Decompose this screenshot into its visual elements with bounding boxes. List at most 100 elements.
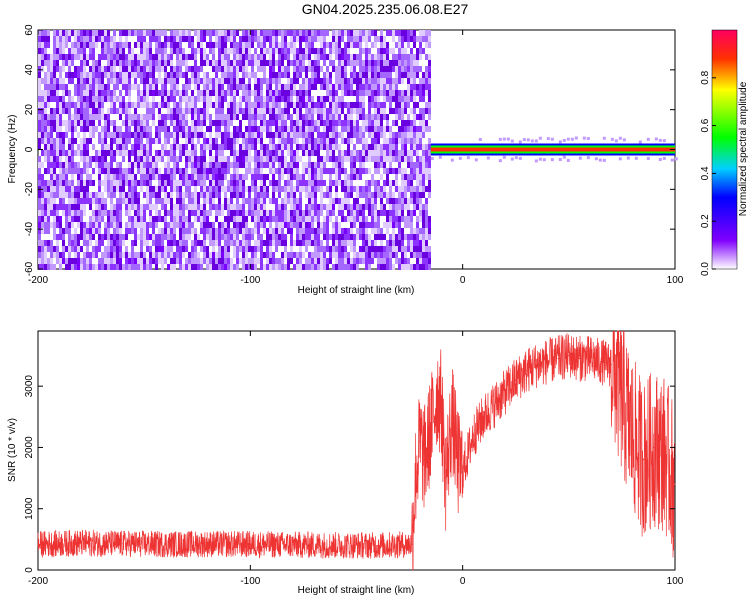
noise-cell (137, 234, 140, 240)
noise-cell (137, 216, 140, 222)
noise-cell (194, 216, 197, 222)
noise-cell (203, 48, 206, 54)
noise-cell (392, 30, 395, 36)
noise-cell (176, 216, 179, 222)
noise-cell (155, 138, 158, 144)
noise-cell (320, 132, 323, 138)
noise-cell (407, 84, 410, 90)
noise-cell (50, 138, 53, 144)
noise-cell (329, 156, 332, 162)
noise-cell (260, 222, 263, 228)
noise-cell (227, 132, 230, 138)
noise-cell (95, 78, 98, 84)
noise-cell (167, 156, 170, 162)
noise-cell (293, 36, 296, 42)
noise-cell (185, 150, 188, 156)
noise-cell (425, 168, 428, 174)
noise-cell (224, 42, 227, 48)
noise-cell (83, 48, 86, 54)
noise-cell (233, 222, 236, 228)
noise-cell (212, 78, 215, 84)
noise-cell (428, 72, 431, 78)
noise-cell (56, 252, 59, 258)
noise-cell (377, 36, 380, 42)
noise-cell (290, 114, 293, 120)
noise-cell (74, 246, 77, 252)
noise-cell (236, 90, 239, 96)
noise-cell (137, 150, 140, 156)
noise-cell (119, 42, 122, 48)
noise-cell (398, 168, 401, 174)
noise-cell (287, 174, 290, 180)
noise-cell (113, 204, 116, 210)
noise-cell (410, 90, 413, 96)
noise-cell (287, 258, 290, 264)
noise-cell (305, 264, 308, 270)
noise-cell (356, 192, 359, 198)
noise-cell (65, 216, 68, 222)
noise-cell (428, 126, 431, 132)
noise-cell (257, 126, 260, 132)
noise-cell (158, 42, 161, 48)
noise-cell (281, 174, 284, 180)
noise-cell (68, 120, 71, 126)
noise-cell (302, 96, 305, 102)
noise-cell (248, 96, 251, 102)
noise-cell (242, 228, 245, 234)
noise-cell (68, 204, 71, 210)
noise-cell (314, 216, 317, 222)
noise-cell (221, 48, 224, 54)
noise-cell (59, 198, 62, 204)
noise-cell (89, 96, 92, 102)
noise-cell (44, 84, 47, 90)
noise-cell (95, 222, 98, 228)
noise-cell (389, 162, 392, 168)
noise-cell (320, 36, 323, 42)
noise-cell (248, 114, 251, 120)
noise-cell (194, 228, 197, 234)
noise-cell (377, 84, 380, 90)
noise-cell (353, 120, 356, 126)
noise-cell (389, 168, 392, 174)
noise-cell (74, 120, 77, 126)
noise-cell (206, 246, 209, 252)
noise-cell (209, 132, 212, 138)
noise-cell (359, 216, 362, 222)
noise-cell (413, 174, 416, 180)
noise-cell (365, 246, 368, 252)
noise-cell (239, 210, 242, 216)
noise-cell (116, 78, 119, 84)
noise-cell (374, 156, 377, 162)
noise-cell (347, 126, 350, 132)
noise-cell (107, 180, 110, 186)
noise-cell (242, 222, 245, 228)
noise-cell (395, 138, 398, 144)
noise-cell (110, 132, 113, 138)
noise-cell (290, 198, 293, 204)
noise-cell (383, 150, 386, 156)
noise-cell (239, 102, 242, 108)
noise-cell (245, 228, 248, 234)
noise-cell (350, 210, 353, 216)
noise-cell (125, 144, 128, 150)
noise-cell (86, 36, 89, 42)
noise-region (38, 30, 431, 270)
noise-cell (131, 228, 134, 234)
noise-cell (77, 96, 80, 102)
noise-cell (269, 42, 272, 48)
noise-cell (380, 36, 383, 42)
noise-cell (161, 204, 164, 210)
noise-cell (182, 96, 185, 102)
noise-cell (74, 90, 77, 96)
noise-cell (149, 198, 152, 204)
noise-cell (185, 222, 188, 228)
noise-cell (233, 66, 236, 72)
noise-cell (392, 210, 395, 216)
noise-cell (62, 258, 65, 264)
noise-cell (314, 54, 317, 60)
noise-cell (194, 186, 197, 192)
noise-cell (194, 210, 197, 216)
noise-cell (119, 168, 122, 174)
noise-cell (146, 246, 149, 252)
noise-cell (101, 78, 104, 84)
